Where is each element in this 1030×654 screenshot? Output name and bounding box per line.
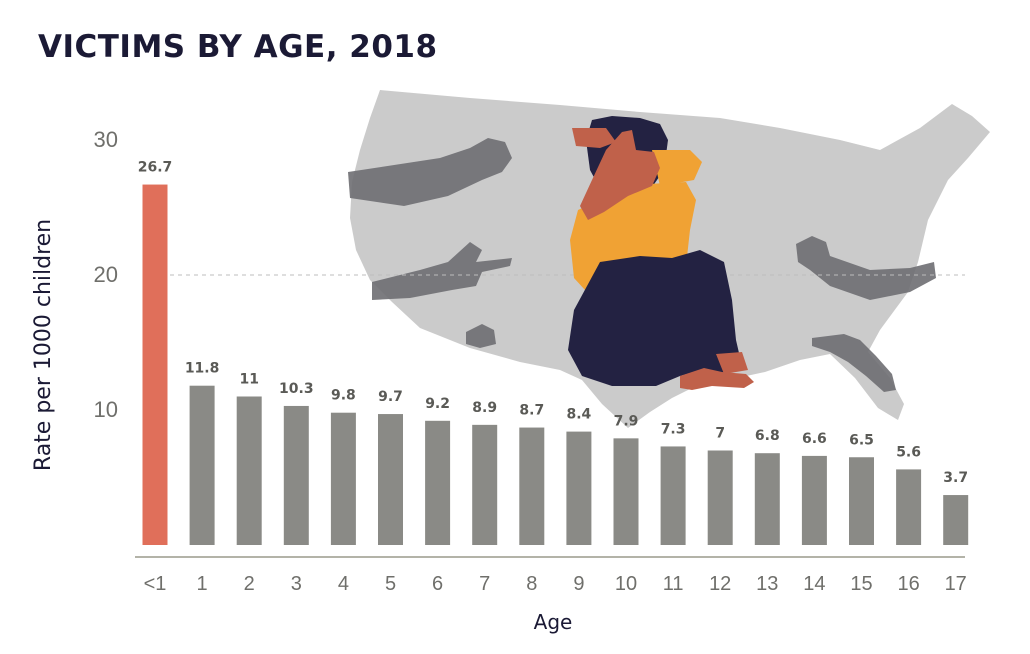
bar xyxy=(472,424,498,545)
x-tick-label: 3 xyxy=(291,573,302,595)
x-tick-label: <1 xyxy=(144,573,167,595)
bar xyxy=(707,450,733,545)
y-tick-label: 10 xyxy=(94,397,118,422)
bar-value-label: 26.7 xyxy=(138,160,173,176)
y-tick-label: 30 xyxy=(94,127,118,152)
pointing-hand-shadow-icon xyxy=(372,242,512,300)
bar xyxy=(660,446,686,545)
x-tick-label: 4 xyxy=(338,573,349,595)
bar xyxy=(896,469,922,545)
x-tick-label: 14 xyxy=(803,573,825,595)
x-tick-label: 12 xyxy=(709,573,731,595)
bar-value-label: 11.8 xyxy=(185,361,220,377)
bar xyxy=(189,385,215,545)
bar xyxy=(801,455,827,545)
fist-shadow-icon xyxy=(348,138,512,206)
value-labels-group: 26.7 11.8 11 10.3 9.8 9.7 9.2 8.9 8.7 8.4 7.9 7.3 7 6… xyxy=(138,160,968,486)
bar-value-label: 6.6 xyxy=(802,431,827,447)
x-tick-label: 10 xyxy=(615,573,637,595)
fist-shadow-icon xyxy=(466,324,496,348)
bar xyxy=(378,414,403,545)
x-tick-label: 8 xyxy=(526,573,537,595)
bar xyxy=(754,453,780,545)
bar-value-label: 5.6 xyxy=(896,444,921,460)
x-tick-label: 13 xyxy=(756,573,778,595)
bar-value-label: 9.2 xyxy=(425,396,450,412)
bar-value-label: 8.7 xyxy=(519,403,544,419)
bar xyxy=(849,457,874,545)
bar xyxy=(283,405,309,545)
y-axis-label: Rate per 1000 children xyxy=(31,219,56,471)
x-axis-label: Age xyxy=(534,610,573,634)
bar-value-label: 6.8 xyxy=(755,428,780,444)
x-tick-label: 6 xyxy=(432,573,443,595)
bar-value-label: 8.9 xyxy=(472,400,497,416)
y-tick-label: 20 xyxy=(94,262,118,287)
bar-value-label: 7.3 xyxy=(661,421,686,437)
x-tick-label: 16 xyxy=(897,573,919,595)
x-tick-label: 7 xyxy=(479,573,490,595)
hand-shadows xyxy=(348,138,936,392)
fist-shadow-icon xyxy=(796,236,936,300)
bar-value-label: 6.5 xyxy=(849,432,874,448)
x-tick-label: 15 xyxy=(850,573,872,595)
x-tick-label: 11 xyxy=(663,573,684,595)
bar xyxy=(943,495,969,545)
bar-value-label: 9.8 xyxy=(331,388,356,404)
pointing-hand-shadow-icon xyxy=(812,334,896,392)
x-axis-ticks: <1 1 2 3 4 5 6 7 8 9 10 11 12 13 14 15 16 17 xyxy=(144,573,967,595)
x-tick-label: 1 xyxy=(197,573,208,595)
bar xyxy=(613,438,639,545)
bar-value-label: 7.9 xyxy=(614,413,639,429)
x-tick-label: 2 xyxy=(244,573,255,595)
x-tick-label: 5 xyxy=(385,573,396,595)
bar xyxy=(566,431,592,545)
bar xyxy=(425,420,451,545)
bar-value-label: 9.7 xyxy=(378,389,403,405)
bar-value-label: 3.7 xyxy=(943,470,968,486)
bar-value-label: 10.3 xyxy=(279,381,314,397)
bar xyxy=(142,184,168,546)
bar-value-label: 7 xyxy=(715,426,725,442)
bar xyxy=(236,396,262,545)
chart-title: VICTIMS BY AGE, 2018 xyxy=(38,29,438,65)
bar xyxy=(519,427,545,545)
x-tick-label: 17 xyxy=(945,573,967,595)
bar-value-label: 8.4 xyxy=(566,407,591,423)
bar xyxy=(330,412,356,545)
bars-group xyxy=(142,184,969,546)
x-tick-label: 9 xyxy=(573,573,584,595)
crouching-person-icon xyxy=(568,116,754,390)
bar-value-label: 11 xyxy=(239,372,258,388)
y-axis-ticks: 10 20 30 xyxy=(94,127,118,422)
